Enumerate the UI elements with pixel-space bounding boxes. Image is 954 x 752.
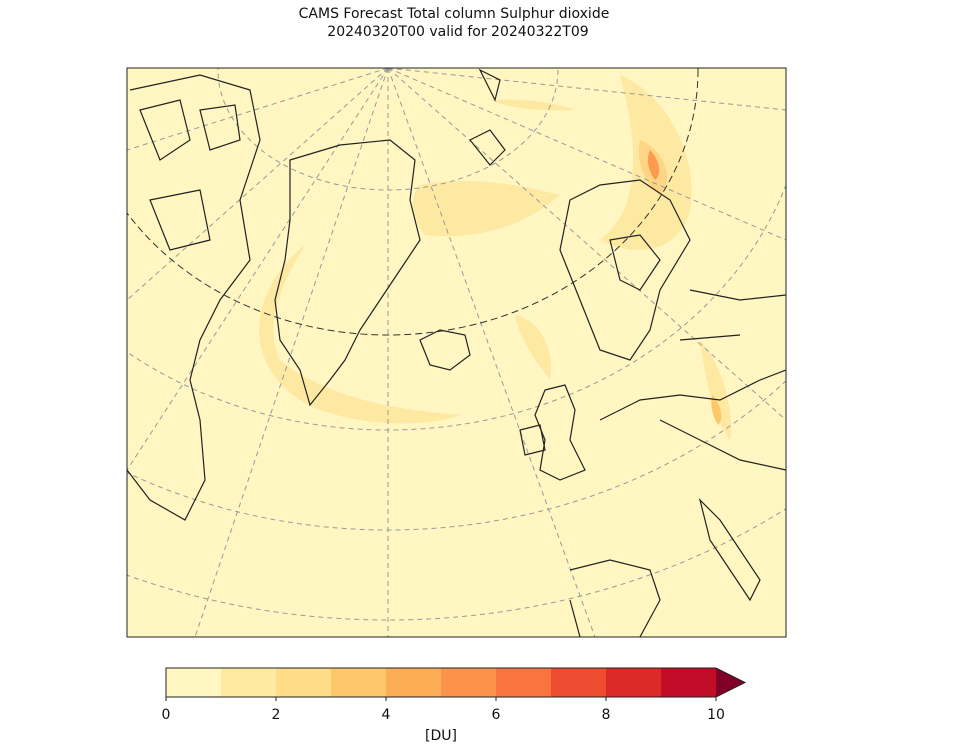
colorbar-outline [165,667,747,698]
title-line: CAMS Forecast Total column Sulphur dioxi… [299,6,610,22]
colorbar-label: [DU] [425,728,457,744]
map-frame [126,67,787,638]
colorbar-segment [551,668,606,697]
colorbar-segment [661,668,716,697]
colorbar-segment [331,668,386,697]
title-line: 20240320T00 valid for 20240322T09 [327,24,588,40]
colorbar-tick-label: 2 [272,707,281,723]
coastlines [127,68,786,637]
colorbar-segment [166,668,221,697]
colorbar-segment [606,668,661,697]
colorbar-segment [221,668,276,697]
colorbar-tick-label: 6 [492,707,501,723]
map [127,68,786,637]
colorbar-tick-label: 4 [382,707,391,723]
colorbar-tick-label: 8 [602,707,611,723]
colorbar-segment [496,668,551,697]
colorbar-segment [441,668,496,697]
colorbar-segment [386,668,441,697]
colorbar-extend [716,668,745,697]
colorbar: 0 2 4 6 8 10 [162,667,747,723]
colorbar-tick-label: 10 [707,707,725,723]
plumes [259,75,731,440]
graticule [127,68,786,637]
colorbar-tick-label: 0 [162,707,171,723]
map-background [127,68,786,637]
colorbar-segment [276,668,331,697]
